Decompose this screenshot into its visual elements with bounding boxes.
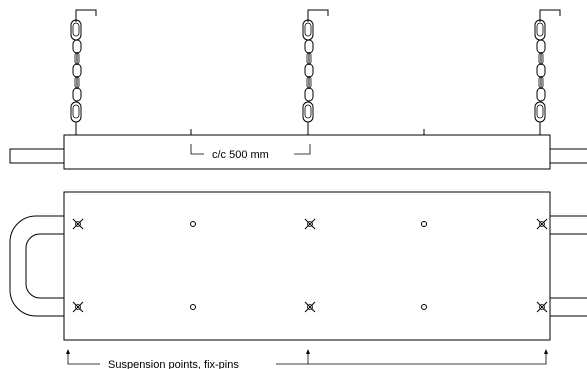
suspension-point-ring [75, 304, 81, 310]
shackle-bottom-inner [72, 104, 80, 119]
cross-line [304, 301, 316, 313]
chain-link [72, 87, 82, 102]
suspension-point-mark [72, 301, 84, 313]
elevation-bar-left [9, 148, 64, 164]
suspension-point-ring [307, 304, 313, 310]
cross-line [72, 218, 84, 230]
chain-link [304, 63, 314, 78]
plan-view: Suspension points, fix-pins [9, 191, 587, 369]
suspension-point-ring [75, 221, 81, 227]
chain [534, 9, 561, 135]
cross-line [304, 218, 316, 230]
chain-link [536, 63, 546, 78]
spacing-label: c/c 500 mm [212, 149, 269, 161]
suspension-dim-line [276, 352, 547, 365]
suspension-label: Suspension points, fix-pins [108, 359, 239, 369]
suspension-point-mark [72, 218, 84, 230]
arrowhead [66, 349, 70, 354]
chain-link [536, 87, 546, 102]
chain [302, 9, 329, 135]
suspension-point-mark [304, 218, 316, 230]
cross-line [72, 301, 84, 313]
suspension-dim-left [67, 352, 100, 365]
chain-link [304, 87, 314, 102]
arrowhead [306, 349, 310, 354]
arrowhead [544, 349, 548, 354]
shackle-top-inner [536, 22, 544, 37]
dimension-right-leg [294, 144, 311, 155]
chain-link [536, 39, 546, 54]
shackle-bottom-inner [536, 104, 544, 119]
chain-link [72, 63, 82, 78]
cross-line [536, 218, 548, 230]
chain-link [72, 39, 82, 54]
suspension-chains [70, 9, 561, 135]
fix-pin-hole [190, 304, 196, 310]
suspension-point-mark [536, 301, 548, 313]
fix-pin-hole [190, 221, 196, 227]
suspension-point-ring [307, 221, 313, 227]
hook [307, 9, 329, 22]
dimension-left-leg [190, 144, 204, 155]
suspension-point-ring [539, 221, 545, 227]
cross-line [536, 301, 548, 313]
suspension-point-mark [536, 218, 548, 230]
handle-outer [9, 215, 64, 317]
shackle-top-inner [304, 22, 312, 37]
hook [539, 9, 561, 22]
plan-points [72, 218, 548, 313]
suspension-point-ring [539, 304, 545, 310]
hook [75, 9, 97, 22]
fix-pin-hole [421, 304, 427, 310]
shackle-bottom-inner [304, 104, 312, 119]
suspension-point-mark [304, 301, 316, 313]
elevation-view: c/c 500 mm [9, 129, 587, 170]
fix-pin-hole [421, 221, 427, 227]
shackle-top-inner [72, 22, 80, 37]
elevation-beam [63, 134, 551, 170]
chain [70, 9, 97, 135]
plan-beam [63, 191, 551, 341]
handle-inner [25, 233, 64, 299]
chain-link [304, 39, 314, 54]
